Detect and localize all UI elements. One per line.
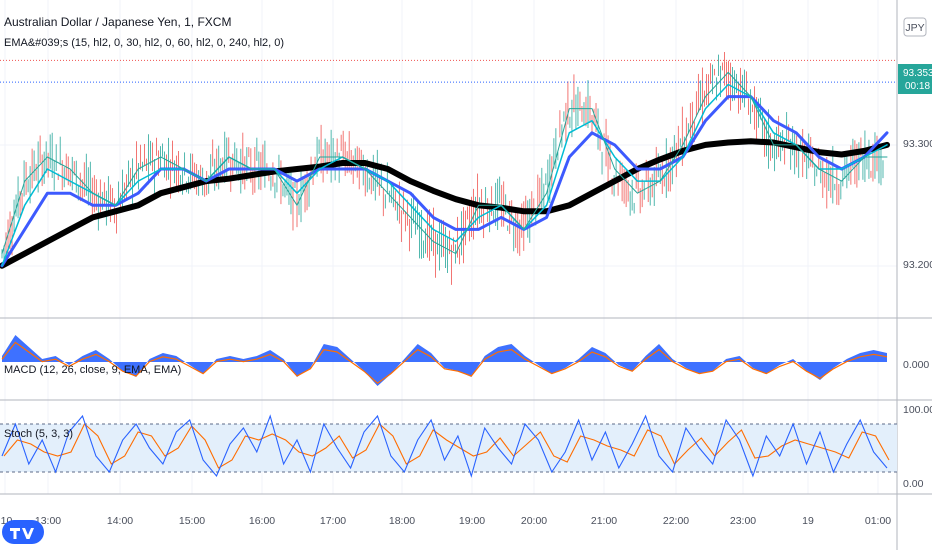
time-tick-label: 01:00 [865, 515, 891, 527]
macd-signal-line [1, 341, 888, 384]
price-candles [1, 51, 884, 285]
ema-lines [0, 71, 890, 269]
time-tick-label: 23:00 [730, 515, 756, 527]
chart-title: Australian Dollar / Japanese Yen, 1, FXC… [4, 15, 231, 29]
tradingview-logo[interactable] [2, 520, 44, 544]
time-tick-label: 14:00 [107, 515, 133, 527]
macd-histogram [1, 335, 888, 386]
time-tick-label: 19 [802, 515, 814, 527]
macd-label[interactable]: MACD (12, 26, close, 9, EMA, EMA) [4, 364, 181, 376]
time-tick-label: 21:00 [591, 515, 617, 527]
logo-mark-icon [10, 528, 34, 539]
price-tick-93200: 93.200 [903, 259, 932, 271]
logo-icon [2, 520, 44, 544]
stoch-tick-100: 100.00 [903, 404, 932, 416]
time-tick-label: 19:00 [459, 515, 485, 527]
time-axis[interactable]: :1013:0014:0015:0016:0017:0018:0019:0020… [0, 515, 891, 527]
time-tick-label: 15:00 [179, 515, 205, 527]
stoch-k-line [1, 414, 888, 478]
ema-line [1, 71, 888, 255]
time-tick-label: 18:00 [389, 515, 415, 527]
ema-line [0, 95, 889, 268]
macd-area [2, 335, 887, 386]
stoch-label[interactable]: Stoch (5, 3, 3) [4, 428, 73, 440]
last-price-tag: 93.353 00:18 [898, 64, 932, 94]
last-price-value: 93.353 [903, 68, 932, 79]
stoch-lines [0, 414, 897, 478]
grid [0, 0, 897, 494]
time-tick-label: 13:00 [35, 515, 61, 527]
ema-line [1, 83, 888, 267]
ema-line [0, 138, 890, 269]
time-tick-label: 22:00 [663, 515, 689, 527]
price-tick-93300: 93.300 [903, 138, 932, 150]
time-tick-label: 17:00 [320, 515, 346, 527]
time-tick-label: 16:00 [249, 515, 275, 527]
macd-tick-zero: 0.000 [903, 359, 929, 371]
stoch-d-line [3, 423, 890, 469]
currency-label: JPY [905, 22, 924, 34]
stoch-tick-0: 0.00 [903, 478, 924, 490]
ema-indicator-label[interactable]: EMA&#039;s (15, hl2, 0, 30, hl2, 0, 60, … [4, 37, 284, 49]
currency-button[interactable]: JPY [903, 17, 927, 37]
time-tick-label: 20:00 [521, 515, 547, 527]
bar-countdown: 00:18 [905, 81, 930, 92]
